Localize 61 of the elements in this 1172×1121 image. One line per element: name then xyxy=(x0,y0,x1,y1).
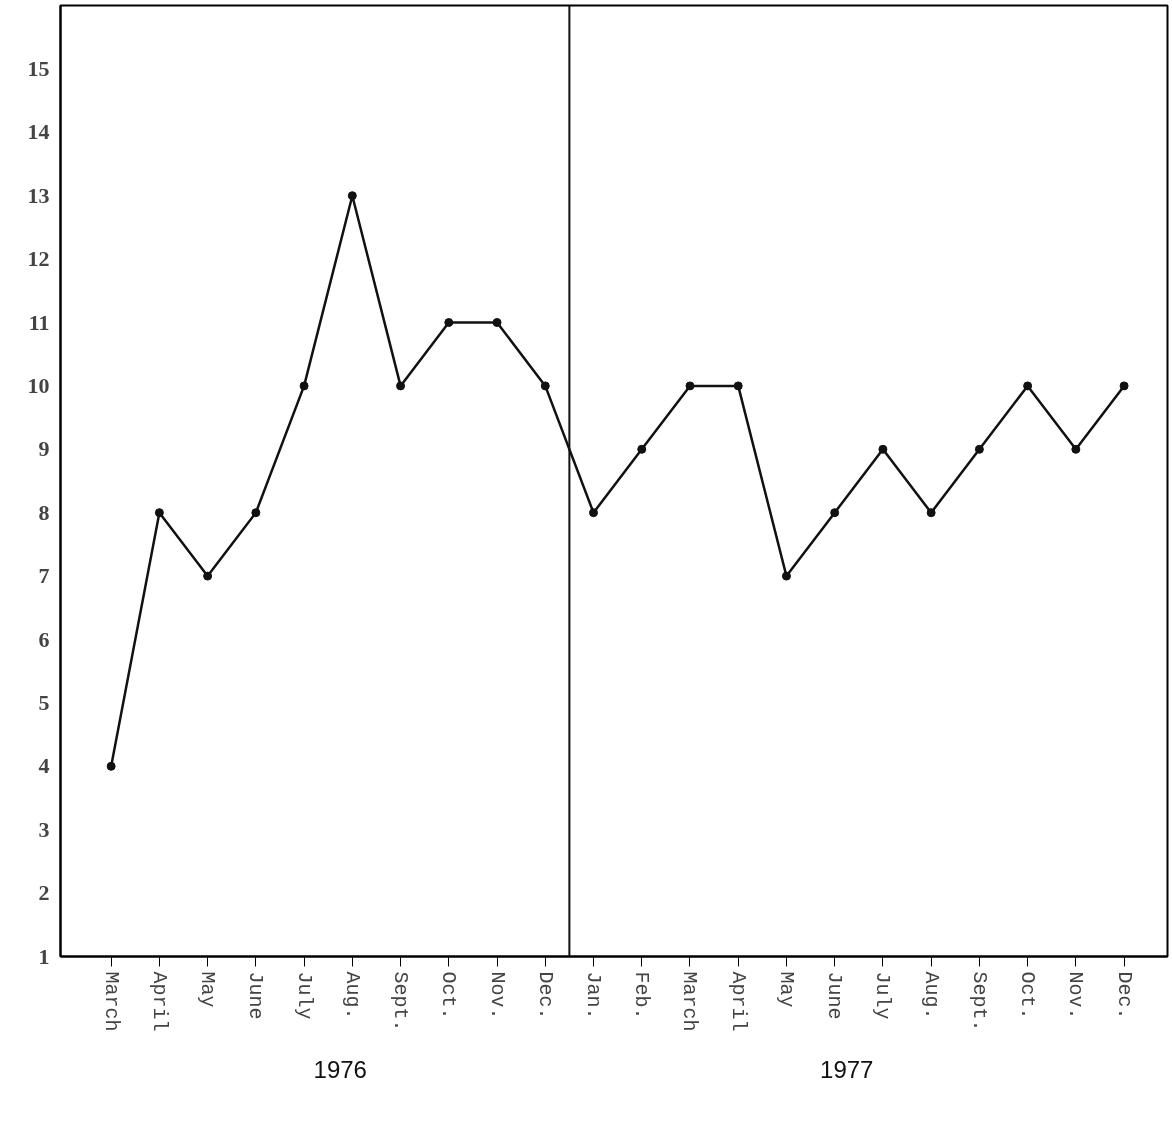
y-tick-label: 13 xyxy=(27,182,50,208)
text: 1976 xyxy=(313,1055,367,1083)
y-tick-label: 1 xyxy=(38,943,50,969)
x-tick-label: April xyxy=(147,971,171,1032)
x-tick-label: March xyxy=(99,971,123,1032)
y-tick-label: 6 xyxy=(38,626,50,652)
x-tick-label: Oct. xyxy=(1016,971,1040,1020)
point xyxy=(540,381,550,391)
x-tick-label: Nov. xyxy=(1064,971,1088,1020)
point xyxy=(203,571,213,581)
y-tick-label: 10 xyxy=(27,372,50,398)
x-tick-label: Jan. xyxy=(582,971,605,1020)
point xyxy=(106,761,116,771)
y-tick-label: 9 xyxy=(38,436,50,462)
y-tick-label: 8 xyxy=(38,499,50,525)
point xyxy=(396,381,406,391)
y-tick-label: 15 xyxy=(27,55,50,81)
x-tick-label: Oct. xyxy=(437,971,461,1020)
point xyxy=(830,508,840,518)
x-tick-label: May xyxy=(196,971,220,1008)
point xyxy=(974,444,984,454)
point xyxy=(1119,381,1129,391)
x-tick-label: June xyxy=(823,971,847,1020)
y-tick-label: 11 xyxy=(28,309,50,335)
y-tick-label: 4 xyxy=(38,753,50,779)
point xyxy=(685,381,695,391)
x-tick-label: Sept. xyxy=(389,971,413,1032)
x-tick-label: Aug. xyxy=(340,971,364,1020)
x-tick-label: June xyxy=(244,971,268,1020)
y-tick-label: 5 xyxy=(38,689,50,715)
x-tick-label: Aug. xyxy=(919,971,943,1020)
x-tick-label: March xyxy=(678,971,702,1032)
x-tick-label: July xyxy=(292,971,316,1020)
y-tick-label: 3 xyxy=(38,816,50,842)
point xyxy=(878,444,888,454)
x-tick-label: Feb. xyxy=(630,971,654,1020)
point xyxy=(1023,381,1033,391)
x-tick-label: May xyxy=(774,971,798,1008)
point xyxy=(492,318,502,327)
point xyxy=(1071,444,1081,454)
point xyxy=(589,508,598,518)
point xyxy=(299,381,309,391)
y-tick-label: 2 xyxy=(38,880,50,906)
x-tick-label: Dec. xyxy=(1112,971,1136,1020)
x-tick-label: July xyxy=(871,971,895,1020)
x-tick-label: Nov. xyxy=(485,971,509,1020)
point xyxy=(347,191,357,201)
point xyxy=(251,508,261,518)
point xyxy=(733,381,743,391)
point xyxy=(781,571,791,581)
y-tick-label: 14 xyxy=(27,119,50,145)
x-tick-label: Sept. xyxy=(967,971,991,1032)
x-tick-label: April xyxy=(726,971,750,1032)
x-tick-label: Dec. xyxy=(533,971,557,1020)
point xyxy=(637,444,647,454)
text: 1977 xyxy=(820,1055,874,1083)
point xyxy=(926,508,936,518)
y-tick-label: 7 xyxy=(38,563,50,589)
point xyxy=(444,318,454,327)
point xyxy=(154,508,164,518)
y-tick-label: 12 xyxy=(27,246,50,272)
